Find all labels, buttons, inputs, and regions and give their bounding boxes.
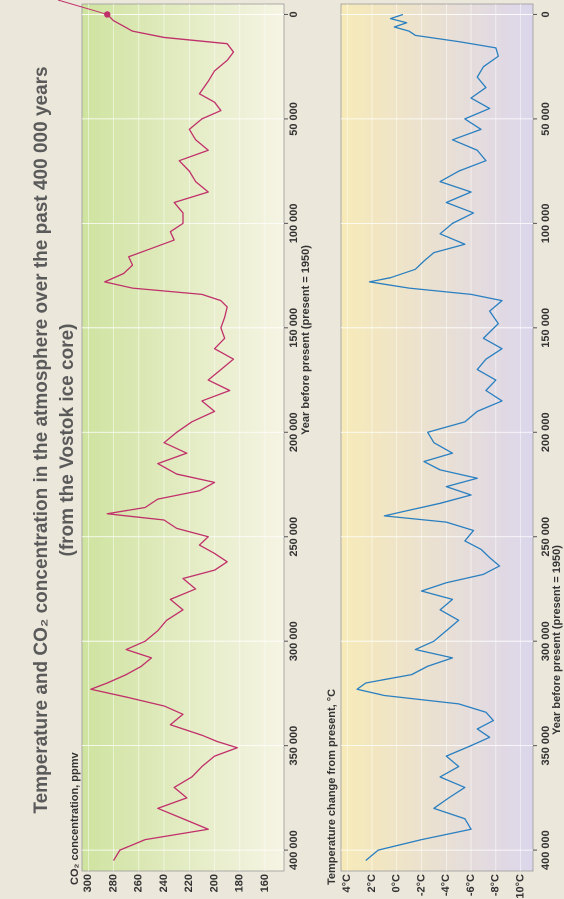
y-tick-label: 180 xyxy=(234,874,246,892)
y-axis-label: CO₂ concentration, ppmv xyxy=(69,751,81,885)
x-tick-label: 250 000 xyxy=(288,517,300,557)
x-tick-label: 350 000 xyxy=(540,726,552,766)
y-tick-label: -8°C xyxy=(490,874,502,896)
x-tick-label: 250 000 xyxy=(540,517,552,557)
x-tick-label: 200 000 xyxy=(540,412,552,452)
y-tick-label: 300 xyxy=(82,874,94,892)
rotated-frame: Temperature and CO₂ concentration in the… xyxy=(31,0,563,899)
y-tick-label: -10°C xyxy=(515,874,527,899)
y-tick-label: 160 xyxy=(259,874,271,892)
x-tick-label: 50 000 xyxy=(288,102,300,136)
y-tick-label: 280 xyxy=(107,874,119,892)
plot-background xyxy=(81,3,285,872)
x-tick-label: 50 000 xyxy=(540,102,552,136)
y-tick-label: -4°C xyxy=(440,874,452,896)
x-tick-label: 300 000 xyxy=(288,621,300,661)
y-tick-label: 260 xyxy=(133,874,145,892)
y-tick-label: 4°C xyxy=(341,874,353,893)
y-tick-label: 240 xyxy=(158,874,170,892)
data-line xyxy=(356,13,503,862)
chart-subtitle: (from the Vostok ice core) xyxy=(57,324,78,557)
x-tick-label: 400 000 xyxy=(288,830,300,870)
x-tick-label: 350 000 xyxy=(288,726,300,766)
y-tick-label: 200 xyxy=(208,874,220,892)
annotation-dot xyxy=(104,11,111,18)
annotation-pointer xyxy=(57,0,108,15)
x-tick-label: 150 000 xyxy=(288,308,300,348)
y-tick-label: 0°C xyxy=(391,874,403,893)
x-tick-label: 0 xyxy=(540,11,552,17)
data-line xyxy=(90,13,238,861)
chart-title: Temperature and CO₂ concentration in the… xyxy=(31,66,52,813)
y-axis-label: Temperature change from present, °C xyxy=(326,689,338,885)
x-tick-label: 150 000 xyxy=(540,308,552,348)
x-tick-label: 100 000 xyxy=(288,203,300,243)
plot-background xyxy=(340,3,534,872)
x-tick-label: 400 000 xyxy=(540,830,552,870)
x-tick-label: 100 000 xyxy=(540,203,552,243)
x-tick-label: 0 xyxy=(288,11,300,17)
x-tick-label: 200 000 xyxy=(288,412,300,452)
x-tick-label: 300 000 xyxy=(540,621,552,661)
x-axis-label: Year before present (present = 1950) xyxy=(300,245,312,435)
y-tick-label: 2°C xyxy=(366,874,378,893)
y-tick-label: -2°C xyxy=(415,874,427,896)
y-tick-label: -6°C xyxy=(465,874,477,896)
y-tick-label: 220 xyxy=(183,874,195,892)
x-axis-label: Year before present (present = 1950) xyxy=(551,545,563,735)
